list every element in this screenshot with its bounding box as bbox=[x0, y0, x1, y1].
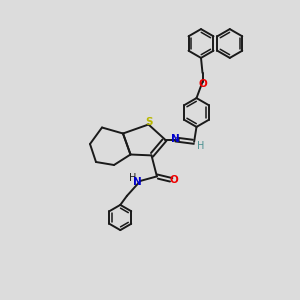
Text: O: O bbox=[169, 175, 178, 185]
Text: H: H bbox=[197, 140, 204, 151]
Text: H: H bbox=[129, 173, 136, 183]
Text: S: S bbox=[145, 117, 152, 128]
Text: N: N bbox=[171, 134, 180, 145]
Text: O: O bbox=[198, 79, 207, 89]
Text: N: N bbox=[133, 177, 142, 187]
